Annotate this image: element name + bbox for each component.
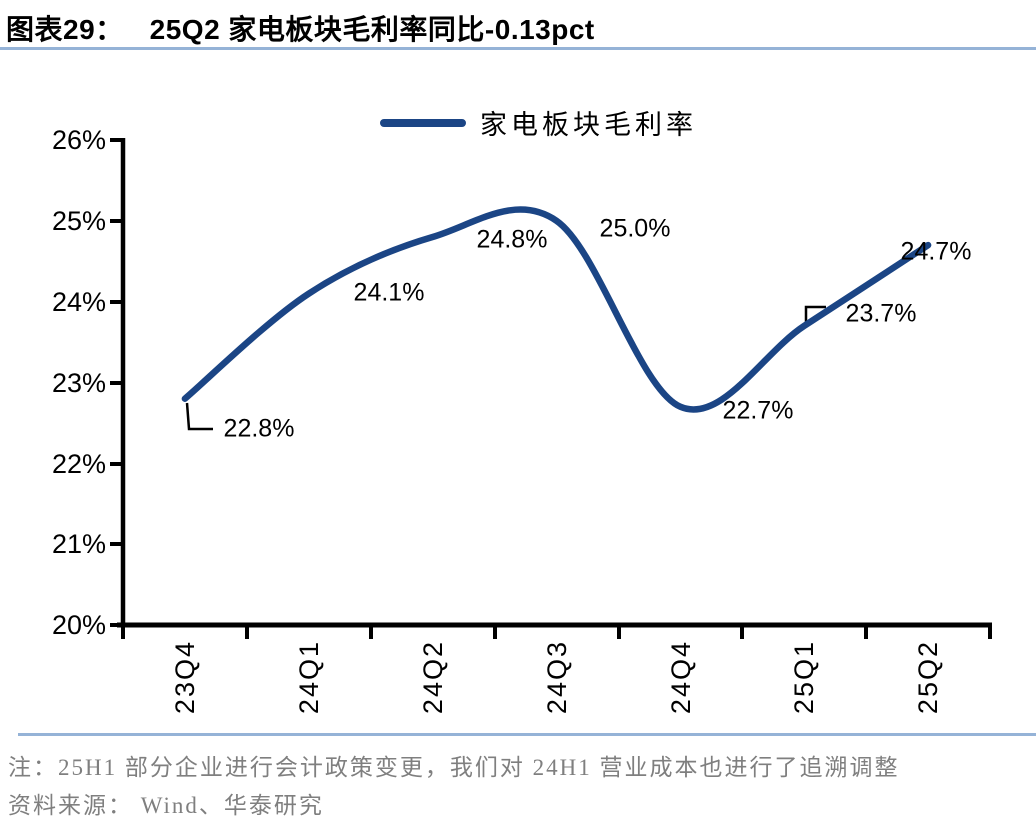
bottom-divider [18,733,1036,736]
data-label: 25.0% [599,214,671,243]
legend-line-swatch [380,118,466,127]
y-axis-ticks [110,138,123,627]
chart-legend: 家电板块毛利率 [380,103,697,142]
x-axis-label: 23Q4 [170,640,200,715]
x-axis-label: 24Q4 [666,640,696,715]
y-axis-label: 26% [51,125,106,155]
footnote-text: 注：25H1 部分企业进行会计政策变更，我们对 24H1 营业成本也进行了追溯调… [8,755,900,780]
legend-series-label: 家电板块毛利率 [480,110,697,140]
data-label: 22.8% [223,414,295,443]
x-axis-label: 24Q2 [418,640,448,715]
y-axis-label: 25% [51,206,106,236]
y-axis-label: 20% [51,610,106,640]
figure-title-text: 25Q2 家电板块毛利率同比-0.13pct [149,14,595,45]
data-label: 24.1% [353,278,425,307]
x-axis-label: 24Q1 [294,640,324,715]
data-label: 23.7% [845,299,917,328]
leader-line-22.8 [185,402,213,431]
leader-line-23.7 [804,305,826,325]
x-axis-label: 25Q2 [913,640,943,715]
data-label: 22.7% [722,396,794,425]
data-label: 24.8% [476,225,548,254]
x-axis-ticks [121,625,992,639]
figure-number-label: 图表29： [6,14,124,45]
y-axis-label: 22% [51,449,106,479]
figure-title: 图表29： 25Q2 家电板块毛利率同比-0.13pct [6,8,595,48]
y-axis-label: 24% [51,287,106,317]
x-axis-label: 24Q3 [542,640,572,715]
title-underline [0,47,1036,50]
x-axis-label: 25Q1 [789,640,819,715]
data-label: 24.7% [900,237,972,266]
y-axis-label: 23% [51,368,106,398]
y-axis-label: 21% [51,529,106,559]
source-text: 资料来源： Wind、华泰研究 [8,793,324,818]
series-line-gross-margin [181,206,932,413]
